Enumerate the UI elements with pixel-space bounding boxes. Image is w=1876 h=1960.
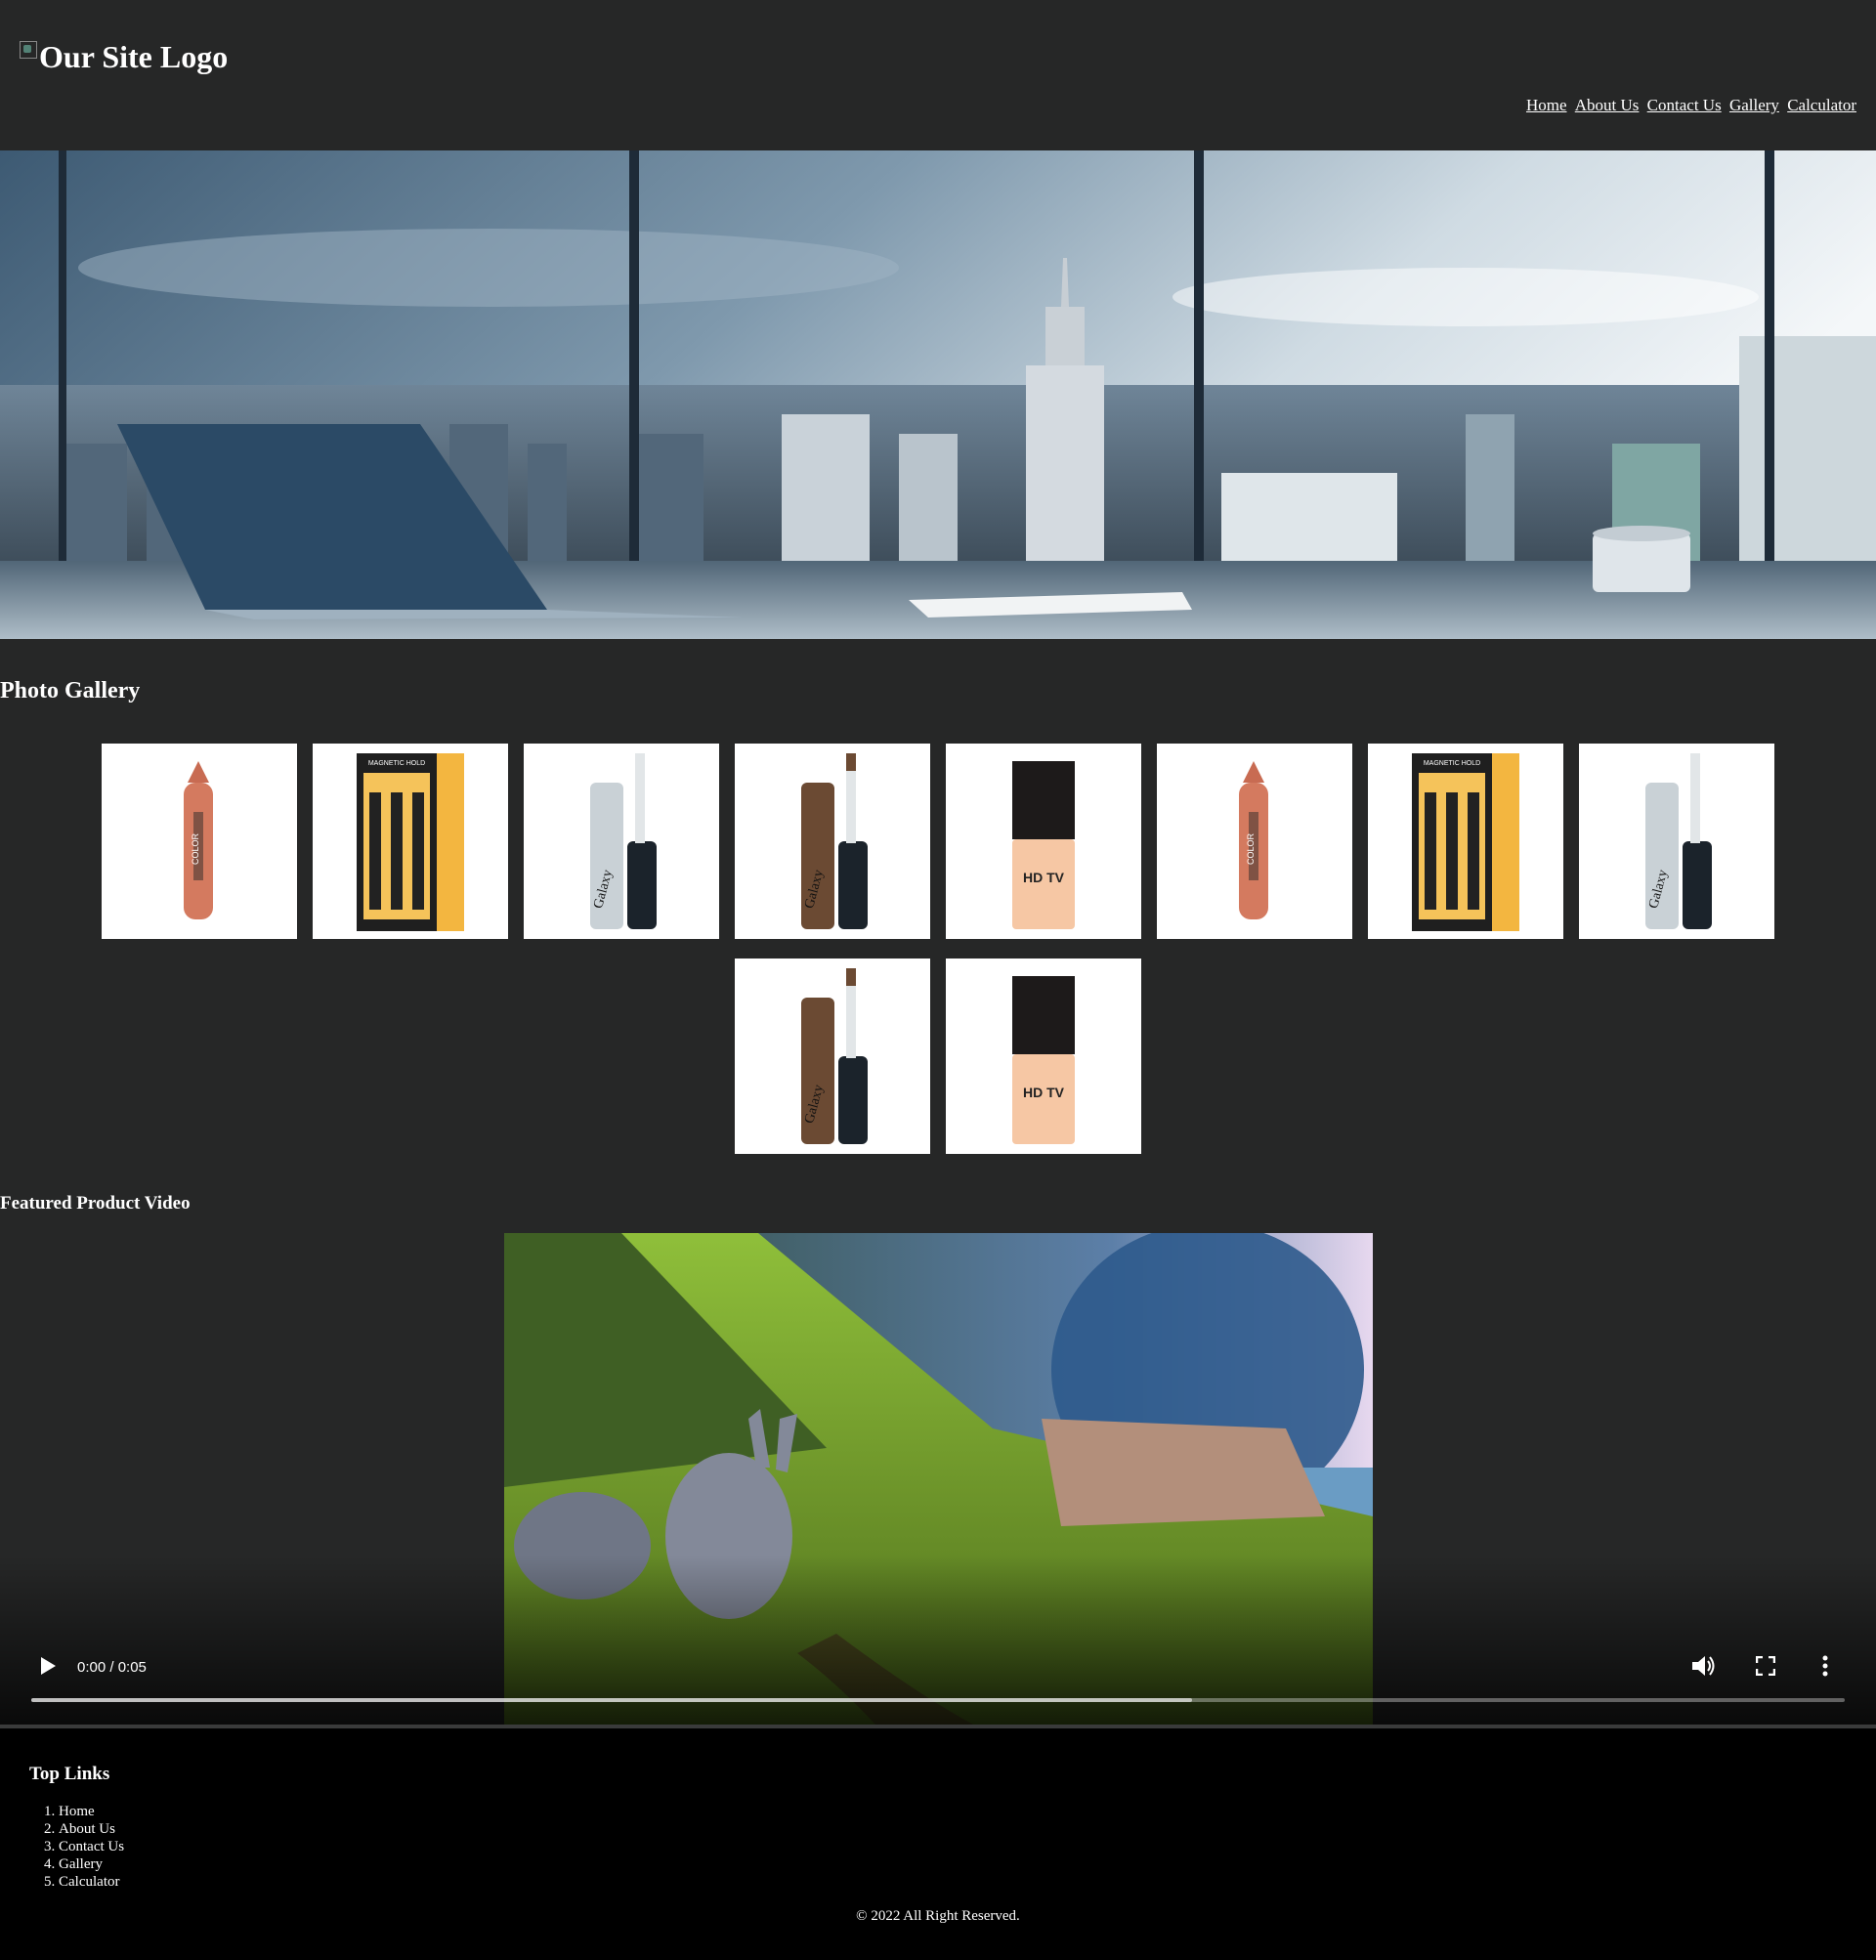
- gallery-thumb-foundation[interactable]: HD TV: [946, 959, 1141, 1154]
- footer-link-contact-us[interactable]: Contact Us: [59, 1839, 125, 1854]
- volume-icon[interactable]: [1690, 1654, 1716, 1683]
- footer-link-gallery[interactable]: Gallery: [59, 1856, 103, 1872]
- product-label: HD TV: [1023, 1085, 1065, 1100]
- video-buffer-bar: [31, 1698, 1192, 1702]
- main-nav: Home About Us Contact Us Gallery Calcula…: [1522, 96, 1856, 115]
- gallery-thumb-brush-set[interactable]: MAGNETIC HOLD: [1368, 744, 1563, 939]
- gallery-thumb-foundation[interactable]: HD TV: [946, 744, 1141, 939]
- site-footer: Top Links Home About Us Contact Us Galle…: [0, 1725, 1876, 1960]
- footer-link-calculator[interactable]: Calculator: [59, 1874, 120, 1890]
- product-video-player[interactable]: 0:00 / 0:05: [0, 1233, 1876, 1725]
- video-time: 0:00 / 0:05: [77, 1659, 147, 1676]
- gallery-thumb-lip-gloss-silver[interactable]: Galaxy: [1579, 744, 1774, 939]
- product-label: MAGNETIC HOLD: [1424, 760, 1480, 767]
- footer-link-item: Calculator: [59, 1873, 124, 1891]
- product-label: MAGNETIC HOLD: [368, 760, 425, 767]
- fullscreen-icon[interactable]: [1755, 1655, 1776, 1681]
- copyright-text: © 2022 All Right Reserved.: [856, 1908, 1020, 1924]
- nav-calculator[interactable]: Calculator: [1787, 96, 1856, 114]
- gallery-thumb-lip-gloss-bronze[interactable]: Galaxy: [735, 744, 930, 939]
- footer-link-item: About Us: [59, 1820, 124, 1838]
- footer-link-about-us[interactable]: About Us: [59, 1821, 115, 1837]
- footer-links: Home About Us Contact Us Gallery Calcula…: [29, 1803, 124, 1891]
- hero-banner-image: [0, 150, 1876, 639]
- footer-link-item: Contact Us: [59, 1838, 124, 1855]
- nav-gallery[interactable]: Gallery: [1728, 96, 1779, 114]
- footer-link-item: Home: [59, 1803, 124, 1820]
- footer-link-item: Gallery: [59, 1855, 124, 1873]
- video-progress-bar[interactable]: [31, 1698, 1845, 1702]
- product-label: COLOR: [1246, 833, 1256, 866]
- more-options-icon[interactable]: [1821, 1654, 1829, 1683]
- play-icon[interactable]: [37, 1654, 59, 1683]
- gallery-thumb-lipstick-crayon[interactable]: COLOR: [102, 744, 297, 939]
- gallery-heading: Photo Gallery: [0, 678, 141, 703]
- site-logo[interactable]: Our Site Logo: [20, 39, 228, 75]
- footer-link-home[interactable]: Home: [59, 1804, 95, 1819]
- nav-about-us[interactable]: About Us: [1574, 96, 1640, 114]
- nav-contact-us[interactable]: Contact Us: [1646, 96, 1722, 114]
- logo-alt-text: Our Site Logo: [39, 39, 229, 74]
- broken-image-icon: [20, 40, 37, 59]
- site-header: Our Site Logo Home About Us Contact Us G…: [0, 0, 1876, 150]
- product-label: COLOR: [191, 833, 200, 866]
- product-label: HD TV: [1023, 870, 1065, 885]
- gallery-thumb-brush-set[interactable]: MAGNETIC HOLD: [313, 744, 508, 939]
- video-controls-shade: [0, 1555, 1876, 1725]
- nav-home[interactable]: Home: [1525, 96, 1567, 114]
- footer-heading: Top Links: [29, 1764, 110, 1784]
- footer-divider: [0, 1725, 1876, 1728]
- gallery-thumb-lip-gloss-bronze[interactable]: Galaxy: [735, 959, 930, 1154]
- gallery-thumb-lip-gloss-silver[interactable]: Galaxy: [524, 744, 719, 939]
- video-heading: Featured Product Video: [0, 1193, 191, 1214]
- gallery-thumb-lipstick-crayon[interactable]: COLOR: [1157, 744, 1352, 939]
